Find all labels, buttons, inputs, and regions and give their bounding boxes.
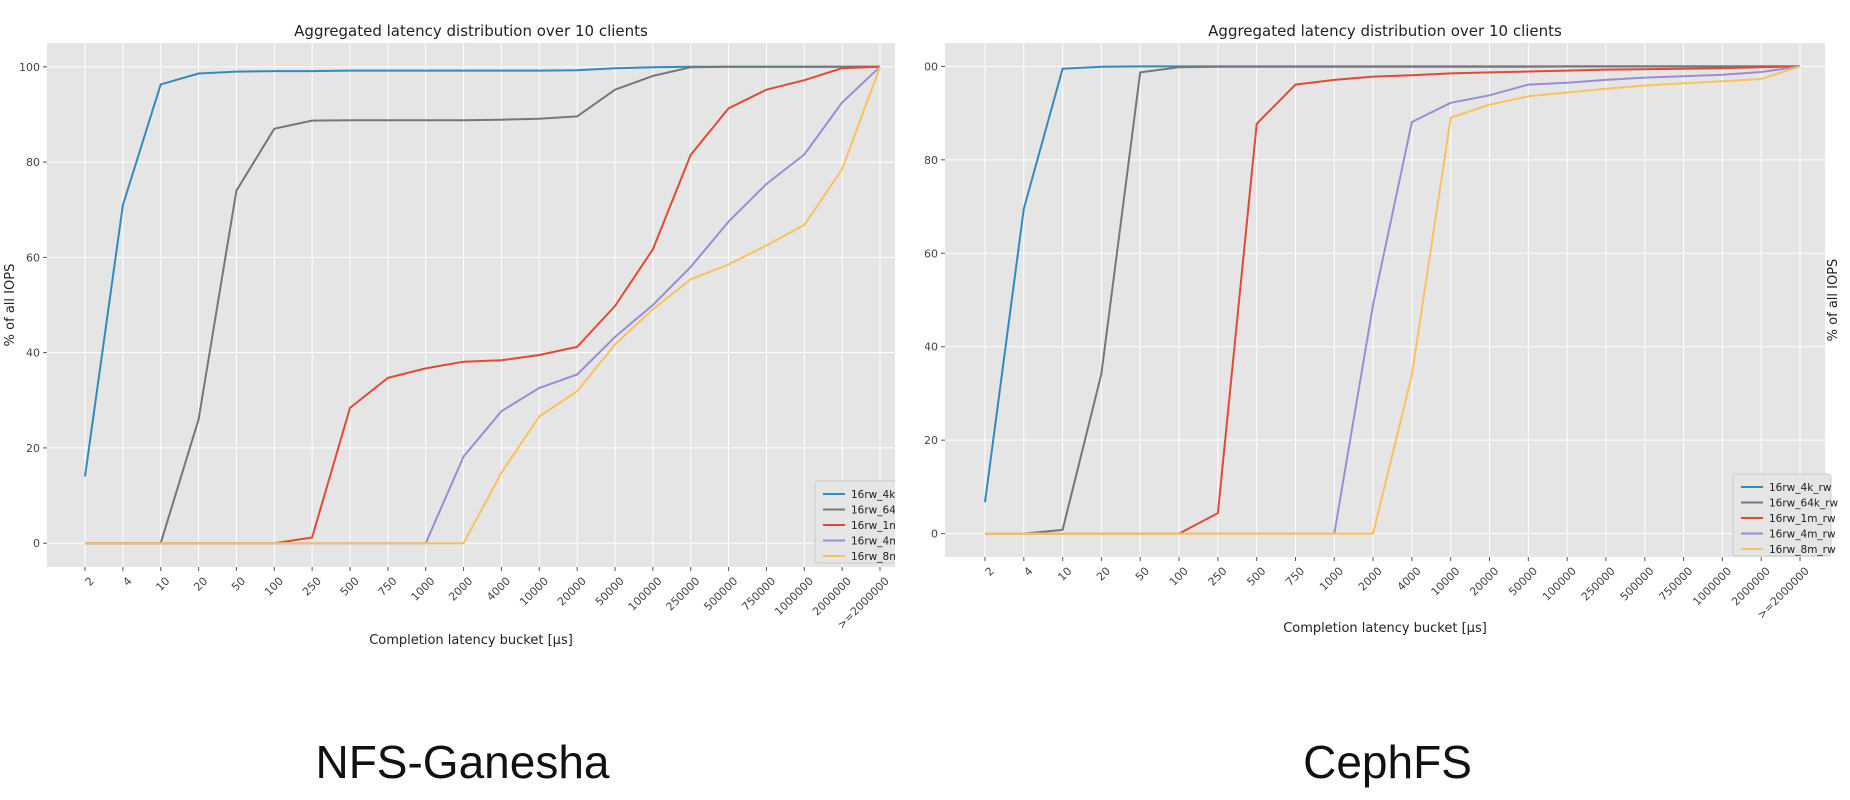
x-tick-label: 20 [1094,565,1113,584]
x-tick-label: 750 [1283,565,1307,589]
x-tick-label: 100 [262,575,286,599]
x-tick-label: 1000 [409,575,438,604]
chart-title: Aggregated latency distribution over 10 … [294,22,648,40]
legend-entry: 16rw_64k_rw [1769,498,1839,510]
legend: 16rw_4k_rw 16rw_64k_rw 16rw_1m_rw 16rw_4m_r… [814,480,921,564]
series-line-16rw-8m-rw [85,66,881,545]
nfs-ganesha-chart: 0 20 40 60 80 100 2 4 10 20 50 100 250 500 750 1000 2000… [0,0,925,680]
y-tick-label: 0 [931,528,938,541]
series-line-16rw-64k-rw [985,65,1800,535]
x-tick-label: 750 [376,575,400,599]
x-tick-label: 250 [300,575,324,599]
x-tick-label: 1000000 [1690,565,1734,609]
plot-background [945,43,1825,557]
series-group [984,65,1801,535]
y-tick-label: 40 [925,341,938,354]
x-tick-label: 10 [153,575,172,594]
legend: 16rw_4k_rw 16rw_64k_rw 16rw_1m_rw 16rw_4m_r… [1732,473,1839,557]
x-tick-label: 250000 [1579,565,1618,604]
x-tick-label: 10 [1055,565,1074,584]
series-group [84,65,881,545]
x-tick-label: 500000 [701,575,740,614]
y-axis-label: % of all IOPS [3,264,18,347]
x-tick-label: 4 [120,575,134,589]
x-tick-label: 50000 [1506,565,1540,599]
x-tick-label: 20000 [1467,565,1501,599]
series-line-16rw-64k-rw [85,65,880,545]
x-tick-label: 100000 [626,575,665,614]
legend-entry: 16rw_1m_rw [1769,513,1836,525]
legend-entry: 16rw_64k_rw [851,505,921,517]
x-tick-label: 10000 [517,575,551,609]
legend-entry: 16rw_8m_rw [851,551,918,563]
x-tick-label: 20000 [555,575,589,609]
y-tick-label: 40 [26,347,40,360]
x-tick-label: 4000 [484,575,513,604]
x-tick-label: 1000000 [772,575,816,619]
x-tick-label: 750000 [1656,565,1695,604]
y-tick-label: 20 [925,434,938,447]
x-tick-label: 50000 [593,575,627,609]
legend-entry: 16rw_4m_rw [851,536,918,548]
legend-entry: 16rw_4k_rw [1769,482,1832,494]
x-tick-label: 4000 [1395,565,1424,594]
y-tick-label: 60 [925,247,938,260]
x-tick-label: 20 [191,575,210,594]
cephfs-caption: CephFS [1303,736,1472,788]
x-axis-label: Completion latency bucket [µs] [369,633,573,648]
x-tick-label: 1000 [1317,565,1346,594]
plot-background [47,43,895,567]
x-tick-label: 500000 [1618,565,1657,604]
x-tick-label: 500 [338,575,362,599]
x-tick-label: 2 [983,565,997,579]
legend-entry: 16rw_1m_rw [851,520,918,532]
x-tick-label: 100000 [1540,565,1579,604]
x-tick-label: 10000 [1429,565,1463,599]
x-axis-label: Completion latency bucket [µs] [1283,621,1487,636]
x-tick-label: 2000 [446,575,475,604]
y-tick-label: 0 [33,537,40,550]
y-tick-label: 100 [925,60,938,73]
nfs-ganesha-caption: NFS-Ganesha [315,736,610,788]
legend-entry: 16rw_4k_rw [851,489,914,501]
cephfs-plot: 0 20 40 60 80 100 2 4 10 20 50 100 250 500 750 1000 2000… [925,22,1841,636]
y-tick-label: 60 [26,251,40,264]
legend-box [814,480,895,564]
y-axis-label: % of all IOPS [1826,259,1841,342]
chart-title: Aggregated latency distribution over 10 … [1208,22,1562,40]
x-tick-label: 50 [1133,565,1152,584]
x-tick-label: 4 [1021,565,1035,579]
x-tick-label: 2 [83,575,97,589]
legend-entry: 16rw_8m_rw [1769,544,1836,556]
y-tick-label: 80 [925,154,938,167]
x-tick-label: 750000 [739,575,778,614]
series-line-16rw-8m-rw [985,65,1801,535]
x-tick-label: 50 [229,575,248,594]
y-tick-label: 100 [19,61,40,74]
y-tick-label: 20 [26,442,40,455]
y-tick-label: 80 [26,156,40,169]
x-tick-label: 2000 [1356,565,1385,594]
x-tick-label: 250 [1206,565,1230,589]
x-tick-label: 500 [1244,565,1268,589]
x-tick-label: 100 [1167,565,1191,589]
x-tick-label: 250000 [664,575,703,614]
legend-entry: 16rw_4m_rw [1769,529,1836,541]
cephfs-chart: 0 20 40 60 80 100 2 4 10 20 50 100 250 500 750 1000 2000… [925,0,1850,680]
grid [945,43,1825,557]
nfs-ganesha-plot: 0 20 40 60 80 100 2 4 10 20 50 100 250 500 750 1000 2000… [3,22,921,648]
legend-box [1732,473,1832,557]
